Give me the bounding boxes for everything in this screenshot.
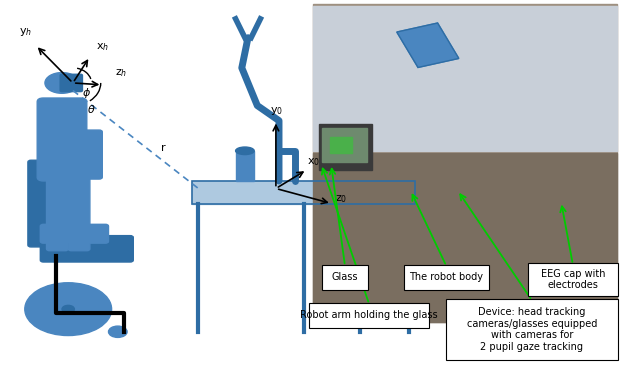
FancyBboxPatch shape — [322, 265, 368, 290]
Text: y$_0$: y$_0$ — [270, 105, 283, 117]
Text: z$_0$: z$_0$ — [335, 194, 347, 205]
Circle shape — [25, 283, 112, 336]
Ellipse shape — [236, 147, 254, 155]
FancyBboxPatch shape — [404, 265, 489, 290]
FancyBboxPatch shape — [313, 4, 617, 322]
FancyBboxPatch shape — [330, 137, 352, 153]
FancyBboxPatch shape — [46, 172, 68, 251]
Text: Device: head tracking
cameras/glasses equipped
with cameras for
2 pupil gaze tra: Device: head tracking cameras/glasses eq… — [467, 307, 597, 352]
Text: $\phi$: $\phi$ — [82, 86, 91, 100]
FancyBboxPatch shape — [313, 153, 617, 322]
Text: x$_h$: x$_h$ — [96, 41, 109, 53]
Text: Glass: Glass — [332, 272, 358, 282]
FancyBboxPatch shape — [40, 224, 108, 243]
Circle shape — [45, 72, 79, 93]
FancyBboxPatch shape — [236, 151, 254, 181]
Text: The robot body: The robot body — [409, 272, 484, 282]
Text: EEG cap with
electrodes: EEG cap with electrodes — [541, 268, 605, 290]
FancyBboxPatch shape — [319, 124, 372, 170]
FancyBboxPatch shape — [528, 263, 618, 296]
FancyBboxPatch shape — [446, 299, 618, 360]
FancyBboxPatch shape — [313, 6, 617, 151]
FancyBboxPatch shape — [28, 160, 53, 247]
FancyBboxPatch shape — [309, 303, 429, 328]
FancyBboxPatch shape — [40, 236, 133, 262]
Polygon shape — [397, 23, 459, 67]
Text: Robot arm holding the glass: Robot arm holding the glass — [301, 310, 438, 320]
Text: $\theta$: $\theta$ — [87, 103, 95, 115]
Circle shape — [108, 326, 127, 337]
FancyBboxPatch shape — [192, 181, 415, 204]
Text: r: r — [161, 143, 166, 153]
FancyBboxPatch shape — [37, 98, 87, 181]
Text: y$_h$: y$_h$ — [19, 26, 32, 38]
Text: z$_h$: z$_h$ — [115, 67, 127, 79]
Text: x$_0$: x$_0$ — [307, 156, 320, 168]
FancyBboxPatch shape — [322, 128, 367, 162]
FancyBboxPatch shape — [68, 172, 90, 251]
FancyBboxPatch shape — [71, 130, 102, 179]
Circle shape — [62, 305, 74, 313]
FancyBboxPatch shape — [60, 74, 82, 92]
